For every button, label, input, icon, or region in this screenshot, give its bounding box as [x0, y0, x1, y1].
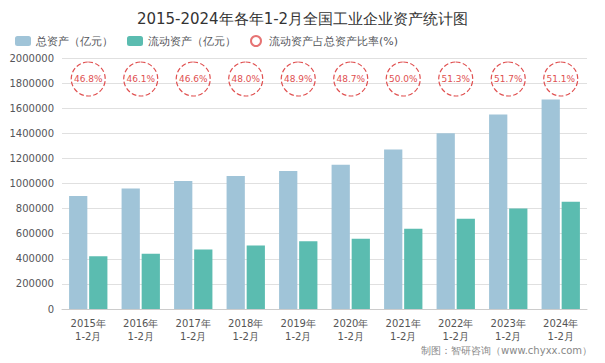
svg-text:流动资产（亿元）: 流动资产（亿元）: [148, 35, 236, 48]
svg-text:2017年: 2017年: [176, 318, 211, 329]
svg-text:2015年: 2015年: [71, 318, 106, 329]
svg-text:400000: 400000: [16, 253, 54, 264]
svg-text:1200000: 1200000: [9, 153, 54, 164]
svg-text:流动资产占总资产比率(%): 流动资产占总资产比率(%): [269, 35, 398, 48]
svg-text:1-2月: 1-2月: [180, 331, 206, 342]
svg-text:1-2月: 1-2月: [443, 331, 469, 342]
svg-text:1000000: 1000000: [9, 178, 54, 189]
svg-text:2019年: 2019年: [281, 318, 316, 329]
svg-text:1-2月: 1-2月: [128, 331, 154, 342]
svg-text:1800000: 1800000: [9, 78, 54, 89]
svg-text:总资产（亿元）: 总资产（亿元）: [35, 35, 113, 48]
svg-text:48.9%: 48.9%: [284, 74, 313, 84]
svg-text:2015-2024年各年1-2月全国工业企业资产统计图: 2015-2024年各年1-2月全国工业企业资产统计图: [137, 10, 468, 28]
svg-text:1-2月: 1-2月: [338, 331, 364, 342]
svg-text:1600000: 1600000: [9, 103, 54, 114]
svg-text:51.7%: 51.7%: [494, 74, 523, 84]
svg-text:50.0%: 50.0%: [389, 74, 418, 84]
svg-text:1-2月: 1-2月: [390, 331, 416, 342]
svg-text:1-2月: 1-2月: [495, 331, 521, 342]
svg-text:46.8%: 46.8%: [74, 74, 103, 84]
svg-text:46.1%: 46.1%: [126, 74, 155, 84]
svg-text:2016年: 2016年: [123, 318, 158, 329]
svg-text:46.6%: 46.6%: [179, 74, 208, 84]
svg-text:1-2月: 1-2月: [233, 331, 259, 342]
svg-text:1400000: 1400000: [9, 128, 54, 139]
svg-text:1-2月: 1-2月: [548, 331, 574, 342]
svg-text:2021年: 2021年: [386, 318, 421, 329]
svg-text:48.7%: 48.7%: [336, 74, 365, 84]
svg-text:2024年: 2024年: [543, 318, 578, 329]
svg-text:制图：智研咨询（www.chyxx.com）: 制图：智研咨询（www.chyxx.com）: [421, 345, 592, 356]
svg-text:0: 0: [48, 304, 54, 315]
svg-text:600000: 600000: [16, 228, 54, 239]
svg-text:48.0%: 48.0%: [231, 74, 260, 84]
svg-text:2023年: 2023年: [491, 318, 526, 329]
svg-text:2018年: 2018年: [228, 318, 263, 329]
svg-text:51.1%: 51.1%: [546, 74, 575, 84]
svg-text:1-2月: 1-2月: [75, 331, 101, 342]
svg-text:1-2月: 1-2月: [285, 331, 311, 342]
svg-text:2020年: 2020年: [333, 318, 368, 329]
svg-text:200000: 200000: [16, 278, 54, 289]
svg-text:800000: 800000: [16, 203, 54, 214]
svg-text:2022年: 2022年: [438, 318, 473, 329]
svg-text:51.3%: 51.3%: [441, 74, 470, 84]
svg-text:2000000: 2000000: [9, 53, 54, 64]
